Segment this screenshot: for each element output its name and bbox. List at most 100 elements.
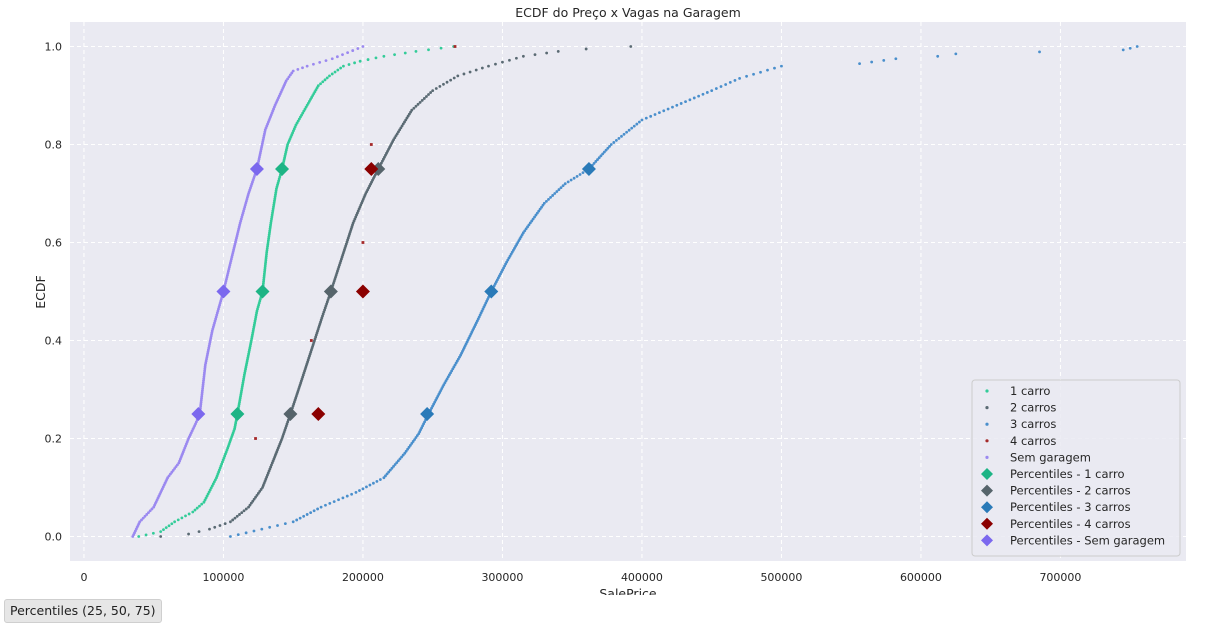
ecdf-point	[530, 219, 534, 223]
ecdf-point	[555, 190, 559, 193]
ecdf-point	[342, 64, 345, 68]
ecdf-point	[449, 78, 453, 82]
ecdf-point	[255, 493, 259, 497]
ecdf-point	[295, 518, 299, 522]
ecdf-point	[508, 58, 511, 62]
series-percentiles-sem-garagem	[191, 162, 264, 421]
ecdf-point	[336, 68, 340, 72]
series-percentiles-1-carro	[230, 162, 290, 421]
ecdf-point	[425, 95, 428, 98]
ecdf-point	[581, 171, 585, 175]
ecdf-point	[252, 529, 256, 533]
ecdf-point	[368, 483, 372, 487]
percentile-marker	[420, 407, 435, 421]
ecdf-point	[724, 83, 728, 86]
ecdf-point	[208, 527, 211, 531]
y-axis-label: ECDF	[33, 275, 48, 308]
ecdf-point	[384, 474, 387, 478]
legend-label: Percentiles - 2 carros	[1010, 484, 1131, 498]
data-series	[131, 45, 1139, 538]
ecdf-point	[462, 72, 466, 76]
ecdf-point	[258, 490, 262, 493]
ecdf-point	[657, 111, 661, 115]
legend-label: 2 carros	[1010, 401, 1056, 415]
ecdf-point	[542, 201, 546, 205]
ecdf-point	[594, 160, 598, 163]
ecdf-point	[378, 478, 382, 481]
ecdf-point	[318, 61, 322, 64]
ecdf-point	[249, 501, 253, 505]
ecdf-point	[319, 82, 322, 86]
ecdf-point	[259, 488, 263, 491]
ecdf-point	[442, 82, 445, 86]
percentiles-button[interactable]: Percentiles (25, 50, 75)	[4, 599, 162, 623]
ecdf-point	[569, 178, 573, 182]
legend-label: 3 carros	[1010, 417, 1056, 431]
ecdf-point	[276, 524, 279, 527]
ecdf-point	[353, 61, 356, 65]
ecdf-point	[231, 518, 235, 522]
ecdf-point	[151, 531, 155, 535]
x-tick-label: 100000	[202, 571, 244, 584]
percentile-marker	[364, 162, 379, 176]
ecdf-point	[393, 53, 396, 57]
ecdf-point	[248, 503, 252, 507]
series-3-carros	[229, 45, 1139, 538]
ecdf-point	[328, 502, 332, 505]
ecdf-point	[260, 527, 264, 531]
legend-label: Percentiles - 3 carros	[1010, 500, 1131, 514]
legend-label: Percentiles - 4 carros	[1010, 517, 1131, 531]
legend-label: Sem garagem	[1010, 450, 1091, 464]
ecdf-point	[679, 102, 683, 105]
legend-label: 4 carros	[1010, 434, 1056, 448]
ecdf-point	[324, 59, 328, 62]
ecdf-point	[556, 50, 560, 53]
ecdf-point	[305, 513, 309, 516]
x-tick-label: 700000	[1039, 571, 1081, 584]
ecdf-point	[358, 59, 362, 63]
percentile-marker	[323, 284, 338, 299]
legend-label: Percentiles - 1 carro	[1010, 467, 1125, 481]
legend-marker	[981, 501, 993, 514]
ecdf-point	[392, 464, 395, 468]
ecdf-point	[388, 468, 392, 472]
ecdf-point	[521, 54, 525, 58]
ecdf-point	[218, 524, 222, 527]
ecdf-point	[345, 494, 349, 498]
ecdf-point	[235, 514, 239, 518]
ecdf-point	[644, 116, 648, 120]
legend-marker	[985, 455, 989, 459]
ecdf-point	[575, 174, 579, 178]
ecdf-point	[1135, 45, 1139, 48]
ecdf-point	[601, 152, 605, 156]
ecdf-point	[140, 518, 143, 522]
ecdf-point	[335, 55, 339, 59]
ecdf-point	[606, 146, 610, 150]
ecdf-point	[501, 60, 504, 64]
ecdf-point	[882, 58, 886, 62]
ecdf-point	[323, 78, 327, 82]
ecdf-point	[291, 69, 295, 73]
ecdf-point	[662, 109, 666, 113]
ecdf-point	[608, 144, 611, 148]
ecdf-point	[400, 455, 403, 459]
ecdf-point	[213, 525, 217, 529]
ecdf-point	[268, 525, 272, 529]
ecdf-point	[403, 51, 407, 55]
ecdf-point	[745, 74, 748, 78]
ecdf-point	[173, 520, 177, 524]
ecdf-point	[312, 509, 316, 513]
ecdf-point	[337, 498, 340, 502]
ecdf-point	[429, 91, 433, 94]
ecdf-point	[159, 530, 163, 533]
ecdf-point	[617, 136, 621, 140]
ecdf-point	[316, 84, 320, 88]
ecdf-point	[494, 62, 497, 66]
axis-ticks: 0 100000 200000 300000 400000 500000 600000 700…	[45, 41, 1082, 585]
ecdf-point	[319, 505, 323, 509]
ecdf-point	[167, 524, 171, 528]
ecdf-point	[563, 182, 567, 186]
ecdf-point	[572, 176, 576, 180]
ecdf-point	[358, 489, 361, 492]
chart-title: ECDF do Preço x Vagas na Garagem	[515, 5, 741, 20]
